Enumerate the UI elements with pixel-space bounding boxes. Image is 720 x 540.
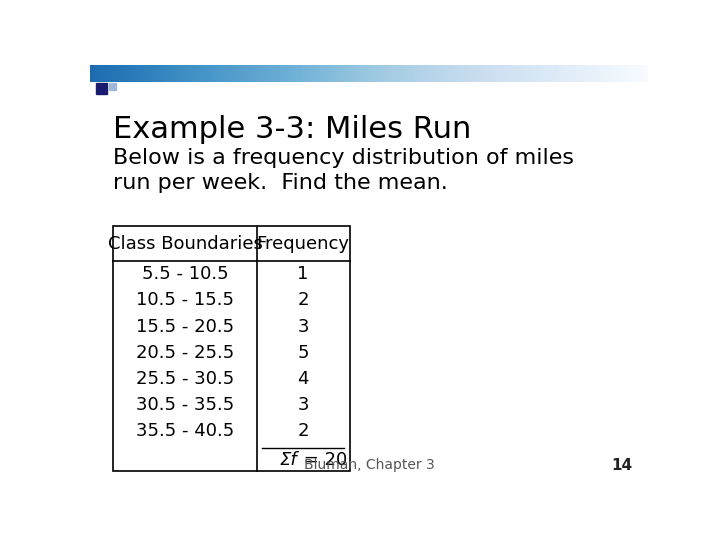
Text: 1: 1 [297,265,309,284]
Text: 14: 14 [611,458,632,472]
Text: 3: 3 [297,396,309,414]
Text: 3: 3 [297,318,309,335]
Text: 25.5 - 30.5: 25.5 - 30.5 [136,370,234,388]
Text: 5: 5 [297,344,309,362]
Text: 15.5 - 20.5: 15.5 - 20.5 [136,318,234,335]
Text: Frequency: Frequency [256,235,350,253]
Text: 10.5 - 15.5: 10.5 - 15.5 [136,292,234,309]
Text: = 20: = 20 [297,450,347,469]
Bar [96,83,107,94]
Text: 2: 2 [297,292,309,309]
Text: 4: 4 [297,370,309,388]
Text: 30.5 - 35.5: 30.5 - 35.5 [136,396,234,414]
Text: Bluman, Chapter 3: Bluman, Chapter 3 [304,458,434,472]
Text: 2: 2 [297,422,309,440]
Text: Σf: Σf [280,450,297,469]
Text: Class Boundaries: Class Boundaries [107,235,262,253]
Text: 35.5 - 40.5: 35.5 - 40.5 [136,422,234,440]
Text: 20.5 - 25.5: 20.5 - 25.5 [136,344,234,362]
Text: Below is a frequency distribution of miles: Below is a frequency distribution of mil… [113,148,575,168]
Bar [109,83,116,90]
Text: run per week.  Find the mean.: run per week. Find the mean. [113,173,448,193]
Text: Example 3-3: Miles Run: Example 3-3: Miles Run [113,115,472,144]
Text: 5.5 - 10.5: 5.5 - 10.5 [142,265,228,284]
